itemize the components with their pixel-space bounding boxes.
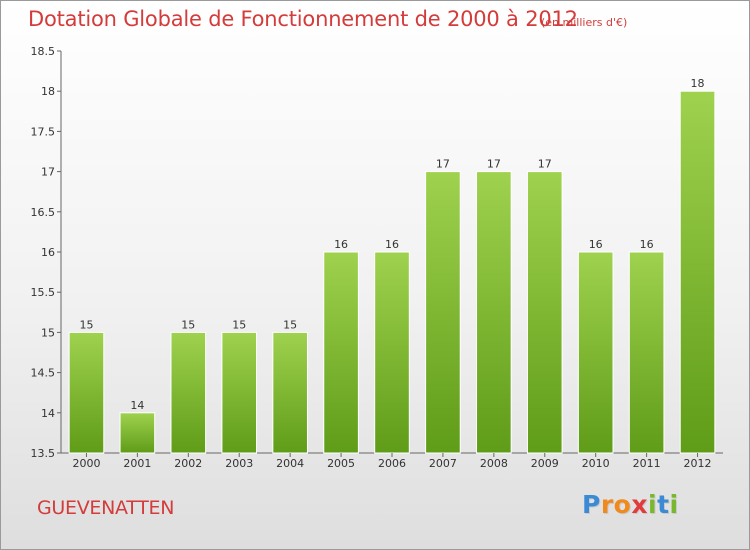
logo-letter: P — [582, 490, 601, 519]
bar-2006 — [374, 251, 410, 454]
bar-value-label: 17 — [487, 158, 501, 171]
logo-letter: t — [657, 490, 670, 519]
bar-2003 — [221, 331, 258, 454]
y-tick-label: 14.5 — [31, 367, 56, 380]
bar-value-label: 16 — [334, 238, 348, 251]
bar-value-label: 17 — [436, 158, 450, 171]
y-tick-label: 17.5 — [31, 125, 56, 138]
bar-2009 — [526, 171, 563, 454]
bar-2001 — [119, 412, 156, 454]
bars: 15 14 15 15 15 16 16 17 17 17 16 16 18 — [68, 77, 716, 454]
bar-2012 — [679, 90, 716, 454]
bar-2010 — [577, 251, 614, 454]
bar-value-label: 15 — [79, 318, 93, 331]
x-tick-label: 2003 — [225, 457, 253, 470]
x-tick-label: 2010 — [582, 457, 610, 470]
proxiti-logo: Proxiti — [582, 490, 679, 519]
y-tick-label: 15 — [41, 326, 55, 339]
x-tick-label: 2005 — [327, 457, 355, 470]
bar-2011 — [628, 251, 665, 454]
y-tick-label: 18.5 — [31, 45, 56, 58]
y-tick-label: 16.5 — [31, 206, 56, 219]
bar-value-label: 16 — [385, 238, 399, 251]
bar-2000 — [68, 331, 105, 454]
bar-value-label: 15 — [283, 318, 297, 331]
bar-value-label: 16 — [589, 238, 603, 251]
x-tick-label: 2004 — [276, 457, 304, 470]
x-tick-label: 2011 — [633, 457, 661, 470]
bar-2008 — [476, 171, 512, 454]
x-tick-label: 2000 — [72, 457, 100, 470]
y-tick-label: 13.5 — [31, 447, 56, 460]
bar-value-label: 17 — [538, 158, 552, 171]
y-tick-label: 18 — [41, 85, 55, 98]
commune-name: GUEVENATTEN — [37, 497, 175, 519]
logo-letter: o — [613, 490, 632, 519]
chart-title: Dotation Globale de Fonctionnement de 20… — [28, 7, 578, 31]
bar-2004 — [272, 331, 308, 454]
bar-value-label: 15 — [181, 318, 195, 331]
logo-letter: x — [631, 490, 648, 519]
bar-value-label: 15 — [232, 318, 246, 331]
x-tick-label: 2002 — [174, 457, 202, 470]
x-tick-label: 2006 — [378, 457, 406, 470]
x-ticks: 2000 2001 2002 2003 2004 2005 2006 2007 2008 2009… — [72, 453, 712, 470]
x-tick-label: 2007 — [429, 457, 457, 470]
x-tick-label: 2008 — [480, 457, 508, 470]
bar-value-label: 14 — [130, 399, 144, 412]
y-tick-label: 14 — [41, 407, 55, 420]
logo-letter: r — [600, 490, 614, 519]
bar-value-label: 18 — [691, 77, 705, 90]
x-tick-label: 2012 — [684, 457, 712, 470]
logo-letter: i — [669, 490, 679, 519]
x-tick-label: 2001 — [123, 457, 151, 470]
bar-2002 — [170, 331, 207, 454]
y-tick-label: 15.5 — [31, 286, 56, 299]
x-tick-label: 2009 — [531, 457, 559, 470]
bar-2005 — [323, 251, 359, 454]
y-tick-label: 16 — [41, 246, 55, 259]
y-tick-label: 17 — [41, 166, 55, 179]
y-ticks: 13.5 14 14.5 15 15.5 16 16.5 17 17.5 18 18.5 — [31, 45, 61, 460]
logo-letter: i — [648, 490, 658, 519]
bar-value-label: 16 — [640, 238, 654, 251]
bar-2007 — [425, 171, 461, 454]
chart-subtitle: (en milliers d'€) — [541, 16, 628, 29]
